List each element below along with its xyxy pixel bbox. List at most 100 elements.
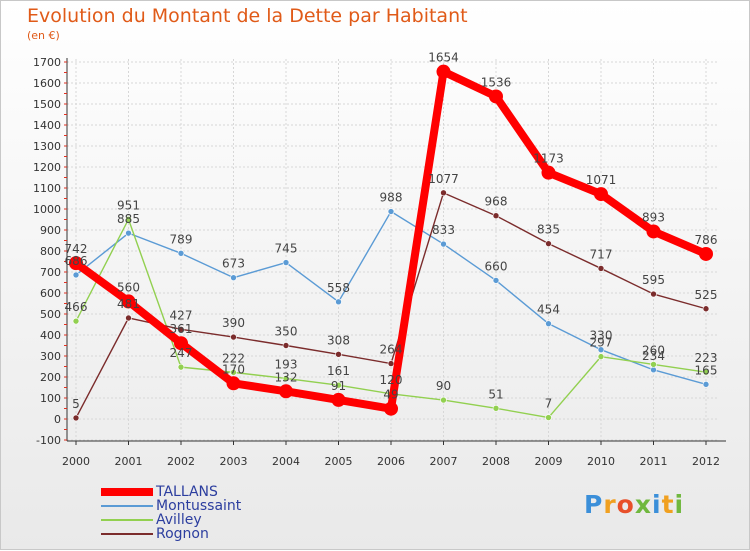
x-tick-label: 2011 bbox=[640, 455, 668, 468]
data-point-tallans bbox=[436, 64, 451, 79]
chart-subtitle: (en €) bbox=[27, 29, 60, 42]
legend-item-avilley: Avilley bbox=[101, 513, 241, 527]
x-tick-label: 2008 bbox=[482, 455, 510, 468]
data-label-tallans: 560 bbox=[117, 280, 140, 294]
legend-label: TALLANS bbox=[156, 484, 218, 500]
data-point-rognon bbox=[440, 189, 447, 197]
data-point-avilley bbox=[597, 353, 605, 360]
data-point-rognon bbox=[650, 290, 657, 298]
data-label-montussaint: 885 bbox=[117, 212, 140, 226]
data-point-rognon bbox=[230, 333, 237, 341]
data-label-montussaint: 330 bbox=[590, 329, 613, 343]
data-label-montussaint: 686 bbox=[65, 254, 88, 268]
legend-label: Rognon bbox=[156, 526, 209, 542]
data-label-rognon: 481 bbox=[117, 297, 140, 311]
legend-label: Avilley bbox=[156, 512, 202, 528]
data-label-tallans: 91 bbox=[331, 379, 346, 393]
data-point-tallans bbox=[174, 336, 188, 351]
data-point-montussaint bbox=[230, 274, 237, 281]
legend-swatch bbox=[101, 505, 153, 507]
data-label-tallans: 1071 bbox=[586, 173, 617, 187]
data-point-montussaint bbox=[335, 298, 342, 306]
data-label-rognon: 595 bbox=[642, 273, 665, 287]
data-point-tallans bbox=[384, 401, 398, 416]
data-label-avilley: 223 bbox=[695, 351, 718, 365]
logo-letter: r bbox=[603, 490, 617, 519]
legend-item-montussaint: Montussaint bbox=[101, 499, 241, 513]
data-label-avilley: 90 bbox=[436, 379, 451, 393]
x-tick-label: 2005 bbox=[325, 455, 353, 468]
y-tick-label: 800 bbox=[40, 245, 61, 258]
data-point-montussaint bbox=[387, 208, 395, 215]
data-point-tallans bbox=[279, 384, 293, 399]
data-point-montussaint bbox=[72, 271, 80, 279]
data-label-rognon: 717 bbox=[590, 247, 613, 261]
data-label-rognon: 350 bbox=[275, 325, 298, 339]
data-point-tallans bbox=[226, 376, 241, 391]
data-point-tallans bbox=[699, 246, 713, 261]
data-label-montussaint: 558 bbox=[327, 281, 350, 295]
data-point-tallans bbox=[331, 392, 346, 407]
data-point-tallans bbox=[594, 187, 608, 202]
y-tick-label: 1200 bbox=[33, 161, 61, 174]
logo-letter: i bbox=[674, 490, 685, 519]
y-tick-label: 100 bbox=[40, 392, 61, 405]
data-point-montussaint bbox=[440, 240, 447, 248]
data-label-rognon: 1077 bbox=[428, 172, 459, 186]
data-label-tallans: 49 bbox=[383, 388, 398, 402]
data-point-rognon bbox=[72, 414, 80, 422]
data-point-tallans bbox=[121, 294, 136, 309]
data-point-tallans bbox=[489, 89, 503, 104]
legend-item-tallans: TALLANS bbox=[101, 485, 241, 499]
data-label-rognon: 835 bbox=[537, 223, 560, 237]
data-label-rognon: 525 bbox=[695, 288, 718, 302]
data-point-tallans bbox=[646, 224, 661, 239]
y-tick-label: -100 bbox=[36, 434, 61, 447]
data-point-rognon bbox=[335, 351, 342, 358]
data-point-montussaint bbox=[545, 320, 552, 327]
data-label-montussaint: 454 bbox=[537, 303, 560, 317]
data-label-avilley: 7 bbox=[545, 397, 553, 411]
data-point-avilley bbox=[440, 396, 447, 404]
data-label-rognon: 390 bbox=[222, 316, 245, 330]
data-label-rognon: 5 bbox=[72, 397, 80, 411]
data-label-tallans: 132 bbox=[275, 370, 298, 384]
data-point-avilley bbox=[702, 368, 710, 376]
legend-swatch bbox=[101, 533, 153, 535]
y-tick-label: 1400 bbox=[33, 119, 61, 132]
data-label-tallans: 786 bbox=[695, 233, 718, 247]
data-label-rognon: 308 bbox=[327, 333, 350, 347]
data-point-rognon bbox=[177, 326, 185, 333]
data-point-rognon bbox=[387, 360, 395, 367]
data-point-avilley bbox=[282, 375, 290, 382]
data-point-rognon bbox=[282, 342, 290, 349]
data-point-rognon bbox=[545, 240, 552, 247]
data-label-tallans: 170 bbox=[222, 362, 245, 376]
data-point-avilley bbox=[650, 361, 657, 368]
x-tick-label: 2004 bbox=[272, 455, 300, 468]
y-tick-label: 900 bbox=[40, 224, 61, 237]
y-tick-label: 1100 bbox=[33, 182, 61, 195]
data-point-avilley bbox=[492, 404, 500, 412]
legend-swatch bbox=[101, 488, 153, 496]
logo-letter: i bbox=[652, 490, 662, 519]
y-tick-label: 300 bbox=[40, 350, 61, 363]
data-label-avilley: 466 bbox=[65, 300, 88, 314]
x-tick-label: 2001 bbox=[115, 455, 143, 468]
y-tick-label: 500 bbox=[40, 308, 61, 321]
y-tick-label: 400 bbox=[40, 329, 61, 342]
x-tick-label: 2003 bbox=[220, 455, 248, 468]
x-tick-label: 2000 bbox=[62, 455, 90, 468]
data-point-montussaint bbox=[492, 277, 500, 284]
x-tick-label: 2006 bbox=[377, 455, 405, 468]
data-point-montussaint bbox=[125, 229, 132, 237]
y-tick-label: 600 bbox=[40, 287, 61, 300]
x-tick-label: 2009 bbox=[535, 455, 563, 468]
logo-letter: P bbox=[584, 490, 604, 519]
data-point-montussaint bbox=[177, 250, 185, 257]
y-tick-label: 1300 bbox=[33, 140, 61, 153]
data-point-montussaint bbox=[650, 366, 657, 374]
data-label-montussaint: 165 bbox=[695, 363, 718, 377]
y-tick-label: 1500 bbox=[33, 98, 61, 111]
